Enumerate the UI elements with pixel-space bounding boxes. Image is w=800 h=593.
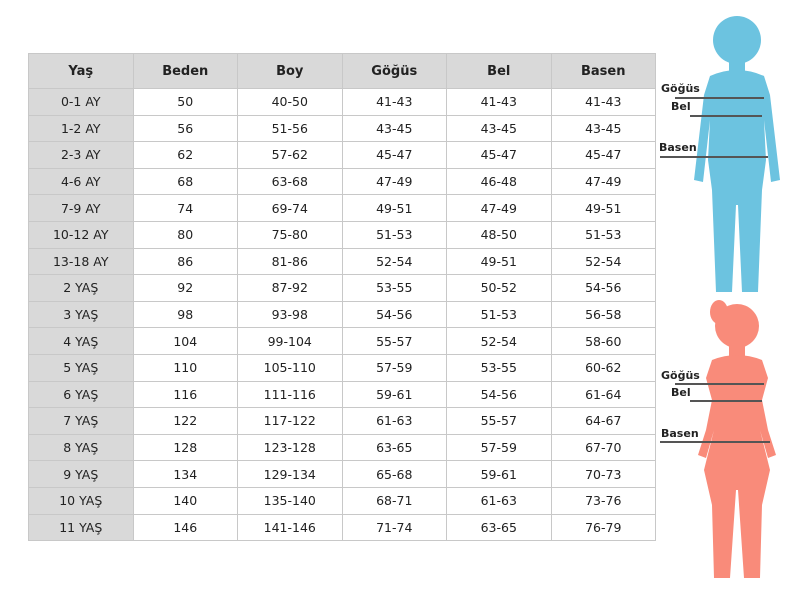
table-cell: 61-63 <box>341 407 447 435</box>
table-cell: 146 <box>132 513 238 542</box>
table-cell: 54-56 <box>446 380 552 409</box>
table-cell: 75-80 <box>237 220 343 249</box>
table-cell: 52-54 <box>341 247 447 276</box>
measure-lines <box>660 97 770 443</box>
header-row: Yaş Beden Boy Göğüs Bel Basen <box>28 53 656 89</box>
table-cell: 4 YAŞ <box>28 327 134 355</box>
table-cell: 81-86 <box>237 247 343 276</box>
table-cell: 13-18 AY <box>28 247 134 276</box>
table-row: 4 YAŞ 104 99-104 55-57 52-54 58-60 <box>28 327 656 355</box>
table-cell: 141-146 <box>237 513 343 542</box>
table-cell: 50 <box>132 88 238 116</box>
table-cell: 43-45 <box>446 114 552 143</box>
table-cell: 45-47 <box>550 141 656 169</box>
table-cell: 10 YAŞ <box>28 486 134 515</box>
table-body: 0-1 AY 50 40-50 41-43 41-43 41-43 1-2 AY 56 51-5… <box>28 88 656 542</box>
table-row: 2 YAŞ 92 87-92 53-55 50-52 54-56 <box>28 274 656 302</box>
table-cell: 76-79 <box>550 513 656 542</box>
header-cell: Boy <box>237 53 343 89</box>
table-cell: 1-2 AY <box>28 114 134 143</box>
table-row: 9 YAŞ 134 129-134 65-68 59-61 70-73 <box>28 460 656 488</box>
table-cell: 99-104 <box>237 327 343 355</box>
table-cell: 9 YAŞ <box>28 460 134 488</box>
table-cell: 61-63 <box>446 486 552 515</box>
table-cell: 56-58 <box>550 300 656 329</box>
table-row: 6 YAŞ 116 111-116 59-61 54-56 61-64 <box>28 380 656 409</box>
table-cell: 4-6 AY <box>28 167 134 196</box>
table-row: 1-2 AY 56 51-56 43-45 43-45 43-45 <box>28 114 656 143</box>
table-cell: 54-56 <box>550 274 656 302</box>
table-cell: 104 <box>132 327 238 355</box>
table-cell: 73-76 <box>550 486 656 515</box>
label: Göğüs <box>661 82 700 95</box>
table-cell: 53-55 <box>341 274 447 302</box>
table-row: 2-3 AY 62 57-62 45-47 45-47 45-47 <box>28 141 656 169</box>
table-cell: 92 <box>132 274 238 302</box>
table-cell: 41-43 <box>550 88 656 116</box>
table-cell: 43-45 <box>341 114 447 143</box>
table-cell: 63-65 <box>341 433 447 462</box>
table-cell: 67-70 <box>550 433 656 462</box>
header-cell: Göğüs <box>341 53 447 89</box>
table-cell: 51-53 <box>550 220 656 249</box>
header-cell: Bel <box>446 53 552 89</box>
label: Bel <box>671 386 691 399</box>
table-cell: 47-49 <box>446 194 552 222</box>
table-row: 8 YAŞ 128 123-128 63-65 57-59 67-70 <box>28 433 656 462</box>
table-cell: 0-1 AY <box>28 88 134 116</box>
table-cell: 70-73 <box>550 460 656 488</box>
table-row: 10-12 AY 80 75-80 51-53 48-50 51-53 <box>28 220 656 249</box>
table-cell: 140 <box>132 486 238 515</box>
table-cell: 63-68 <box>237 167 343 196</box>
table-cell: 49-51 <box>341 194 447 222</box>
label: Basen <box>661 427 699 440</box>
table-cell: 61-64 <box>550 380 656 409</box>
table-cell: 59-61 <box>446 460 552 488</box>
header-cell: Basen <box>550 53 656 89</box>
table-cell: 2-3 AY <box>28 141 134 169</box>
table-cell: 40-50 <box>237 88 343 116</box>
table-cell: 52-54 <box>550 247 656 276</box>
table-row: 5 YAŞ 110 105-110 57-59 53-55 60-62 <box>28 353 656 382</box>
table-cell: 68 <box>132 167 238 196</box>
table-row: 7-9 AY 74 69-74 49-51 47-49 49-51 <box>28 194 656 222</box>
table-cell: 41-43 <box>341 88 447 116</box>
table-row: 13-18 AY 86 81-86 52-54 49-51 52-54 <box>28 247 656 276</box>
table-cell: 128 <box>132 433 238 462</box>
table-cell: 68-71 <box>341 486 447 515</box>
size-table: Yaş Beden Boy Göğüs Bel Basen 0-1 AY 50 40-50 41… <box>28 53 656 542</box>
table-row: 11 YAŞ 146 141-146 71-74 63-65 76-79 <box>28 513 656 542</box>
table-cell: 8 YAŞ <box>28 433 134 462</box>
table-cell: 63-65 <box>446 513 552 542</box>
label: Basen <box>659 141 697 154</box>
table-cell: 10-12 AY <box>28 220 134 249</box>
label: Bel <box>671 100 691 113</box>
table-cell: 5 YAŞ <box>28 353 134 382</box>
table-cell: 65-68 <box>341 460 447 488</box>
table-cell: 80 <box>132 220 238 249</box>
table-cell: 45-47 <box>446 141 552 169</box>
table-cell: 47-49 <box>341 167 447 196</box>
header-cell: Yaş <box>28 53 134 89</box>
girl-figure <box>698 300 776 578</box>
table-cell: 49-51 <box>550 194 656 222</box>
boy-figure <box>694 16 780 292</box>
table-row: 10 YAŞ 140 135-140 68-71 61-63 73-76 <box>28 486 656 515</box>
table-cell: 71-74 <box>341 513 447 542</box>
table-cell: 55-57 <box>341 327 447 355</box>
table-row: 0-1 AY 50 40-50 41-43 41-43 41-43 <box>28 88 656 116</box>
label: Göğüs <box>661 369 700 382</box>
table-cell: 135-140 <box>237 486 343 515</box>
table-cell: 55-57 <box>446 407 552 435</box>
table-cell: 11 YAŞ <box>28 513 134 542</box>
